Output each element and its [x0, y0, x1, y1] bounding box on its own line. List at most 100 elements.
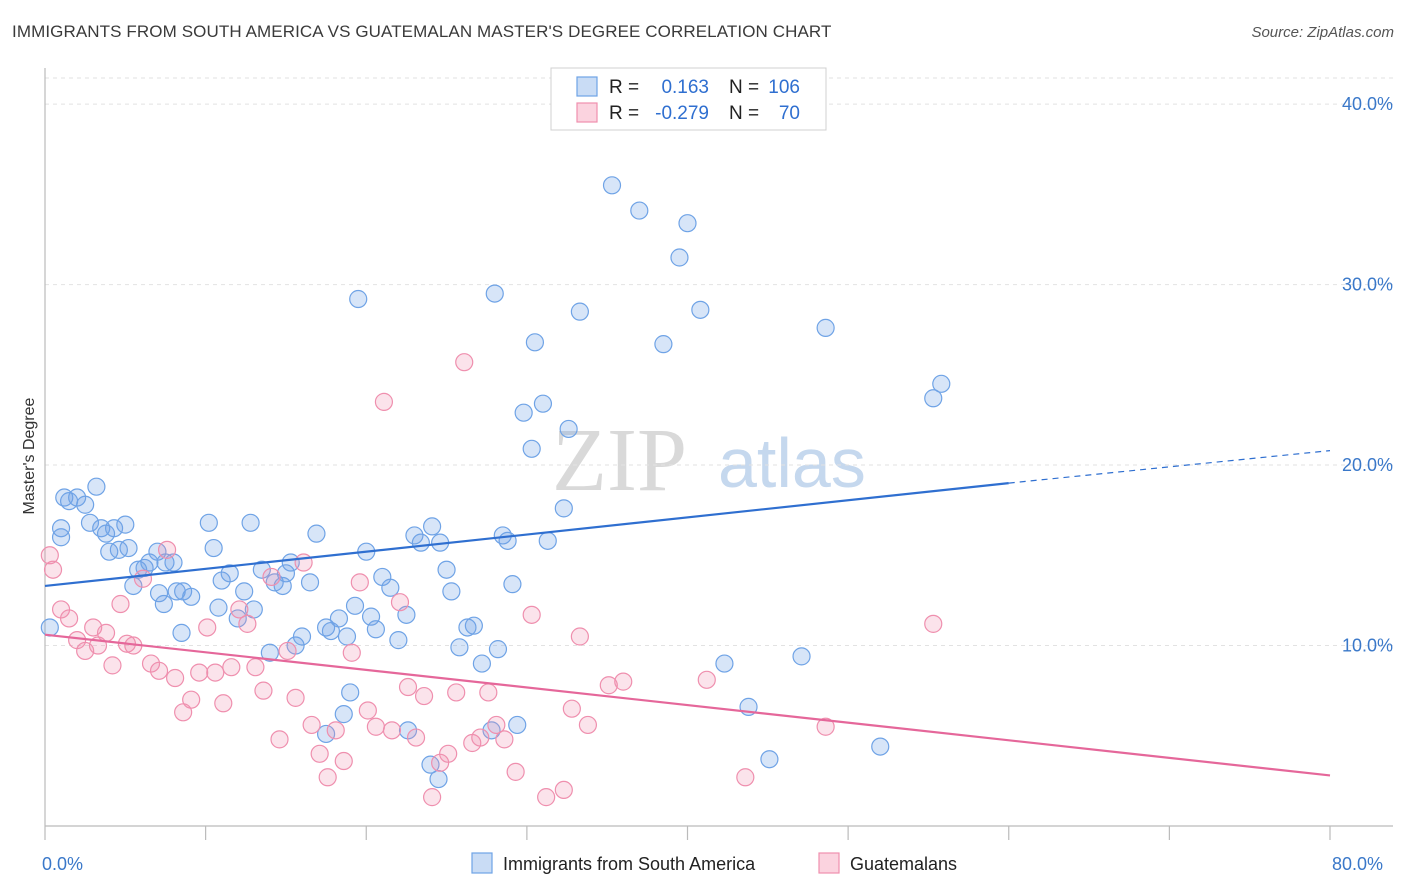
scatter-point: [411, 533, 430, 552]
scatter-point: [599, 676, 618, 695]
trend-line-immigrants: [44, 482, 1009, 588]
scatter-point: [554, 499, 573, 518]
scatter-point: [374, 392, 394, 411]
scatter-point: [40, 618, 59, 637]
legend-r-value-2: -0.279: [655, 103, 709, 124]
scatter-point: [522, 605, 541, 624]
scatter-point: [630, 201, 649, 220]
legend-n-label-2: N =: [729, 103, 759, 124]
scatter-point: [508, 715, 527, 735]
legend-swatch-pink: [576, 102, 598, 123]
scatter-point: [760, 750, 779, 769]
scatter-point: [104, 519, 124, 538]
scatter-point: [278, 641, 297, 661]
scatter-point: [334, 705, 353, 724]
scatter-point: [691, 300, 710, 319]
scatter-point: [206, 663, 225, 682]
trend-lines: [44, 450, 1331, 777]
scatter-point: [238, 614, 257, 633]
scatter-point: [538, 531, 557, 550]
scatter-point: [506, 762, 525, 781]
scatter-point: [482, 721, 501, 740]
scatter-point: [80, 513, 100, 532]
y-tick-label: 10.0%: [1342, 636, 1393, 656]
scatter-point: [429, 769, 448, 789]
scatter-point: [337, 627, 357, 646]
scatter-point: [157, 540, 177, 559]
scatter-point: [406, 728, 426, 747]
scatter-point: [92, 519, 111, 538]
scatter-point: [614, 672, 633, 691]
scatter-point: [816, 717, 835, 736]
scatter-point: [149, 661, 169, 680]
scatter-point: [190, 663, 209, 682]
scatter-point: [458, 618, 477, 637]
scatter-point: [924, 389, 943, 408]
scatter-point: [439, 744, 458, 763]
scatter-point: [349, 289, 368, 309]
scatter-point: [119, 538, 138, 558]
scatter-point: [654, 335, 673, 354]
scatter-point: [736, 768, 755, 787]
scatter-point: [43, 560, 63, 579]
scatter-point: [316, 724, 336, 744]
scatter-point: [111, 594, 130, 614]
scatter-point: [602, 176, 622, 195]
scatter-point: [554, 780, 573, 800]
scatter-point: [341, 683, 360, 702]
scatter-point: [149, 584, 169, 603]
watermark-zip: ZIP: [552, 411, 687, 510]
scatter-point: [260, 643, 279, 662]
scatter-point: [182, 690, 201, 709]
scatter-point: [570, 302, 589, 321]
scatter-point: [578, 715, 598, 735]
scatter-point: [495, 730, 514, 749]
scatter-point: [286, 688, 305, 707]
scatter-point: [488, 640, 508, 659]
scatter-point: [924, 614, 943, 633]
scatter-point: [133, 569, 153, 588]
scatter-point: [307, 524, 326, 543]
scatter-point: [235, 582, 254, 601]
scatter-point: [254, 681, 273, 700]
scatter-point: [214, 694, 233, 713]
scatter-point: [398, 677, 418, 697]
legend-n-value-2: 70: [779, 103, 800, 124]
scatter-point: [503, 575, 522, 594]
scatter-point: [51, 528, 71, 547]
y-tick-label: 30.0%: [1342, 275, 1393, 295]
scatter-point: [678, 214, 697, 233]
scatter-point: [300, 573, 320, 592]
legend-swatch-blue: [576, 76, 598, 97]
scatter-point: [525, 333, 545, 352]
legend-r-label-2: R =: [609, 103, 639, 124]
scatter-point: [87, 477, 106, 496]
scatter-point: [329, 609, 349, 628]
scatter-point: [198, 618, 217, 637]
scatter-point: [103, 656, 122, 675]
scatter-point: [220, 564, 239, 583]
y-tick-labels: 10.0% 20.0% 30.0% 40.0%: [1342, 94, 1393, 655]
scatter-point: [382, 721, 402, 740]
series-immigrants-points: [40, 176, 951, 789]
scatter-point: [471, 728, 490, 747]
scatter-point: [405, 526, 424, 545]
scatter-point: [292, 627, 312, 646]
scatter-point: [932, 374, 951, 393]
scatter-point: [294, 553, 313, 572]
scatter-point: [182, 587, 201, 606]
scatter-point: [479, 683, 498, 702]
x-tick-marks: [44, 826, 1331, 840]
scatter-point: [350, 573, 369, 592]
scatter-point: [276, 564, 296, 583]
scatter-point: [816, 318, 835, 337]
trend-line-immigrants-extension: [1008, 450, 1331, 484]
scatter-point: [59, 609, 79, 628]
scatter-point: [270, 730, 289, 749]
series-legend-swatch-immigrants: [471, 852, 493, 874]
scatter-point: [345, 596, 365, 615]
scatter-point: [204, 538, 223, 558]
scatter-point: [246, 658, 265, 677]
legend-n-label-1: N =: [729, 77, 759, 98]
